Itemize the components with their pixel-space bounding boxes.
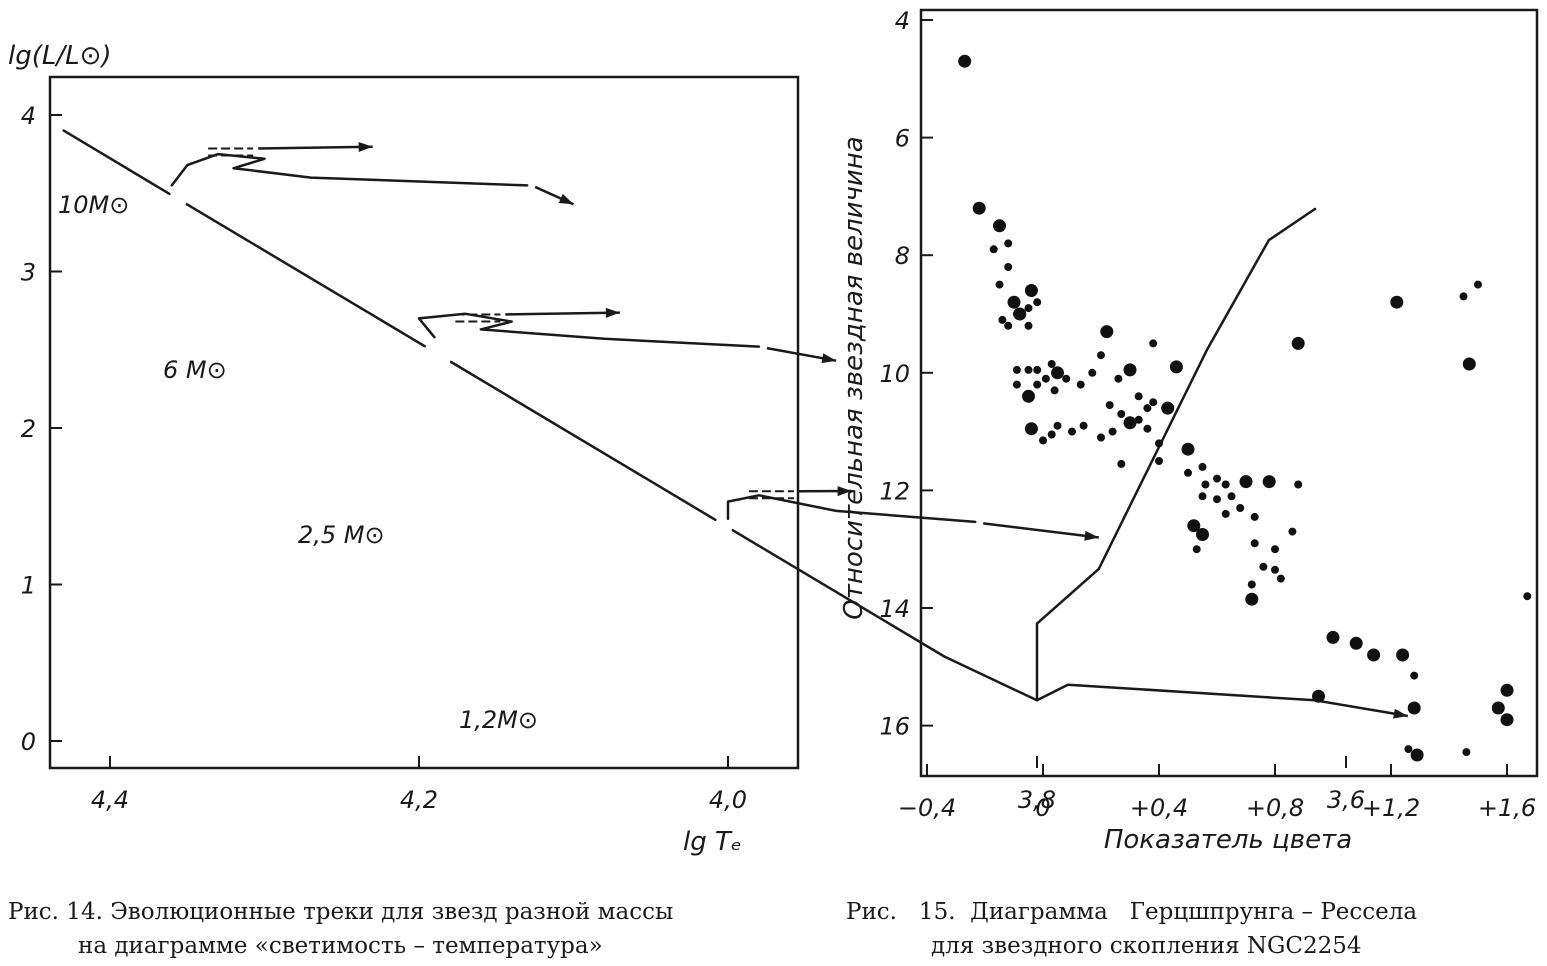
evolution-track bbox=[417, 312, 761, 348]
main-sequence-line bbox=[731, 529, 946, 658]
dashed-track-arrow-shaft bbox=[258, 145, 373, 150]
track-arrow-head bbox=[558, 193, 574, 205]
figure-14-caption: Рис. 14. Эволюционные треки для звезд ра… bbox=[8, 895, 798, 963]
caption-line: Рис. 14. Эволюционные треки для звезд ра… bbox=[8, 899, 674, 925]
x-axis-label: lg Tₑ bbox=[683, 827, 742, 857]
plot-frame bbox=[48, 75, 800, 770]
dashed-track-arrow-shaft bbox=[505, 311, 620, 316]
main-sequence-line bbox=[62, 129, 171, 196]
x-tick-label: 4,0 bbox=[709, 786, 747, 814]
x-tick-label: 3,6 bbox=[1327, 786, 1365, 814]
x-tick-label: 4,2 bbox=[400, 786, 438, 814]
track-arrow-head bbox=[821, 353, 837, 364]
caption-line: для звездного скопления NGC2254 bbox=[931, 933, 1362, 959]
caption-line: Рис. 15. Диаграмма Герцшпрунга – Рессела bbox=[846, 899, 1418, 925]
main-sequence-line bbox=[449, 360, 717, 522]
track-arrow-head bbox=[1084, 530, 1099, 541]
figure-15-caption: Рис. 15. Диаграмма Герцшпрунга – Рессела… bbox=[846, 895, 1546, 963]
mass-label: 6 M⊙ bbox=[163, 356, 227, 384]
track-arrow-shaft bbox=[1314, 699, 1409, 718]
evolution-track bbox=[943, 207, 1317, 702]
caption-line: на диаграмме «светимость – температура» bbox=[78, 933, 603, 959]
y-tick-label: 1 bbox=[21, 572, 36, 600]
x-tick-label: 3,8 bbox=[1018, 786, 1056, 814]
dashed-track-arrow-head bbox=[358, 141, 373, 152]
main-sequence-line bbox=[185, 203, 426, 348]
y-tick-label: 4 bbox=[21, 102, 36, 130]
evolution-track-branch bbox=[1035, 683, 1317, 702]
mass-label: 1,2M⊙ bbox=[459, 706, 538, 734]
dashed-track-arrow-head bbox=[837, 486, 852, 497]
y-tick-label: 3 bbox=[21, 259, 36, 287]
track-arrow-head bbox=[1393, 708, 1408, 719]
evolution-track bbox=[170, 152, 529, 187]
y-axis-label: lg(L/L⊙) bbox=[8, 41, 112, 71]
x-tick-label: 4,4 bbox=[91, 786, 129, 814]
evolution-track bbox=[726, 494, 977, 524]
mass-label: 10M⊙ bbox=[58, 191, 129, 219]
track-arrow-shaft bbox=[983, 522, 1099, 539]
y-tick-label: 2 bbox=[21, 415, 36, 443]
dashed-track-arrow-head bbox=[605, 307, 620, 318]
y-tick-label: 0 bbox=[21, 728, 36, 756]
mass-label: 2,5 M⊙ bbox=[298, 521, 385, 549]
